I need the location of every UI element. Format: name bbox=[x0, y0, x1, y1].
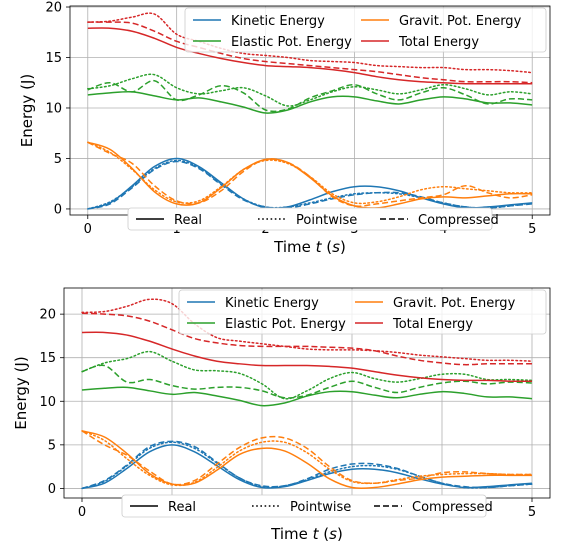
y-tick-label: 0 bbox=[54, 202, 62, 217]
series-total-energy-real bbox=[87, 27, 533, 85]
y-tick-label: 5 bbox=[48, 438, 56, 453]
legend-label-kinetic-energy: Kinetic Energy bbox=[231, 14, 325, 29]
series-elastic-pot-energy-real bbox=[87, 90, 533, 114]
legend-styles: Real Pointwise Compressed bbox=[127, 207, 499, 231]
series-kinetic-energy-compressed bbox=[81, 440, 533, 490]
style-legend-label-pointwise: Pointwise bbox=[290, 500, 351, 515]
x-tick-label: 0 bbox=[84, 222, 92, 237]
legend-energy: Kinetic Energy Gravit. Pot. Energy Elastic… bbox=[184, 7, 547, 53]
style-legend-box bbox=[121, 494, 487, 518]
x-tick-label: 5 bbox=[528, 222, 536, 237]
legend-box bbox=[184, 7, 547, 53]
chart-bottom: 01234505101520Time t (s)Energy (J)Kineti… bbox=[12, 287, 551, 543]
y-tick-label: 20 bbox=[39, 308, 56, 323]
legend-energy: Kinetic Energy Gravit. Pot. Energy Elastic… bbox=[178, 289, 547, 335]
legend-label-total-energy: Total Energy bbox=[398, 35, 479, 50]
series-kinetic-energy-real bbox=[87, 157, 533, 210]
y-tick-label: 10 bbox=[39, 395, 56, 410]
legend-label-total-energy: Total Energy bbox=[392, 317, 473, 332]
series-kinetic-energy-compressed bbox=[87, 160, 533, 210]
series-elastic-pot-energy-pointwise bbox=[87, 73, 533, 107]
series-group bbox=[87, 12, 533, 210]
series-gravit-pot-energy-real bbox=[81, 430, 532, 490]
legend-label-elastic-pot-energy: Elastic Pot. Energy bbox=[225, 317, 346, 332]
series-total-energy-pointwise bbox=[87, 12, 533, 74]
series-gravit-pot-energy-real bbox=[87, 141, 533, 209]
legend-box bbox=[178, 289, 547, 335]
x-tick-label: 0 bbox=[78, 505, 86, 520]
y-tick-label: 15 bbox=[45, 51, 62, 66]
legend-label-elastic-pot-energy: Elastic Pot. Energy bbox=[231, 35, 352, 50]
series-gravit-pot-energy-compressed bbox=[81, 430, 533, 486]
y-tick-label: 15 bbox=[39, 351, 56, 366]
series-group bbox=[81, 298, 533, 490]
y-tick-label: 10 bbox=[45, 101, 62, 116]
legend-label-kinetic-energy: Kinetic Energy bbox=[225, 296, 319, 311]
x-axis-label: Time t (s) bbox=[273, 238, 346, 256]
legend-label-gravit-pot-energy: Gravit. Pot. Energy bbox=[393, 296, 516, 311]
style-legend-label-real: Real bbox=[174, 213, 202, 228]
series-total-energy-compressed bbox=[81, 312, 532, 366]
x-tick-label: 5 bbox=[528, 505, 536, 520]
y-axis-label: Energy (J) bbox=[12, 356, 30, 429]
series-kinetic-energy-real bbox=[81, 444, 533, 490]
style-legend-label-compressed: Compressed bbox=[412, 500, 493, 515]
series-elastic-pot-energy-compressed bbox=[81, 364, 533, 399]
y-axis-label: Energy (J) bbox=[18, 74, 36, 147]
y-tick-label: 0 bbox=[48, 482, 56, 497]
style-legend-box bbox=[127, 207, 493, 231]
style-legend-label-pointwise: Pointwise bbox=[296, 213, 357, 228]
y-tick-label: 20 bbox=[45, 1, 62, 16]
x-axis-label: Time t (s) bbox=[270, 525, 343, 543]
series-gravit-pot-energy-pointwise bbox=[81, 430, 533, 487]
series-total-energy-pointwise bbox=[81, 298, 533, 362]
legend-label-gravit-pot-energy: Gravit. Pot. Energy bbox=[399, 14, 522, 29]
series-elastic-pot-energy-pointwise bbox=[81, 350, 533, 400]
series-total-energy-compressed bbox=[87, 21, 533, 84]
y-tick-label: 5 bbox=[54, 152, 62, 167]
legend-styles: Real Pointwise Compressed bbox=[121, 494, 493, 518]
style-legend-label-real: Real bbox=[168, 500, 196, 515]
series-total-energy-real bbox=[81, 331, 533, 383]
series-elastic-pot-energy-real bbox=[81, 386, 533, 407]
series-gravit-pot-energy-pointwise bbox=[87, 141, 533, 205]
style-legend-label-compressed: Compressed bbox=[418, 213, 499, 228]
chart-top: 01234505101520Time t (s)Energy (J)Kineti… bbox=[18, 1, 551, 256]
series-elastic-pot-energy-compressed bbox=[87, 79, 533, 113]
